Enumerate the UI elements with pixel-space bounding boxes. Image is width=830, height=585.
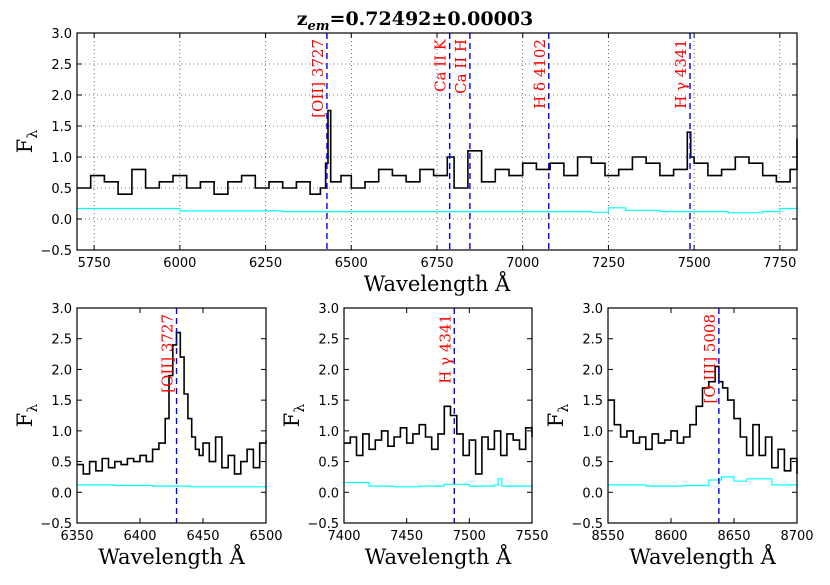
x-tick-label: 7450 (390, 529, 423, 544)
y-tick-label: 3.0 (582, 302, 603, 317)
y-tick-label: 2.5 (318, 333, 339, 348)
panel-bottom-right: [O III] 5008 8550 8600 8650 8700 −0.5 0.0 0.5 1.… (544, 302, 814, 569)
y-tick-label: 1.0 (318, 425, 339, 440)
y-tick-label: −0.5 (307, 517, 339, 532)
x-tick-label: 7550 (515, 529, 548, 544)
y-tick-label: 2.5 (51, 333, 72, 348)
y-tick-label: 3.0 (51, 27, 72, 42)
y-tick-label: −0.5 (40, 244, 72, 259)
y-tick-label: 0.0 (582, 486, 603, 501)
x-tick-label: 6400 (123, 529, 156, 544)
y-tick-label: 0.5 (51, 456, 72, 471)
figure-title: zem=0.72492±0.00003 (297, 8, 534, 34)
line-label: Ca II H (452, 39, 470, 94)
y-tick-label: 2.0 (51, 89, 72, 104)
x-tick-label: 7250 (592, 256, 625, 271)
plot-frame (607, 307, 798, 524)
y-tick-label: 0.5 (318, 456, 339, 471)
x-tick-label: 7000 (506, 256, 539, 271)
x-axis-label: Wavelength Å (629, 544, 776, 569)
line-label: [OII] 3727 (309, 39, 327, 118)
x-tick-label: 6500 (249, 529, 282, 544)
y-tick-label: 3.0 (318, 302, 339, 317)
y-tick-label: 3.0 (51, 302, 72, 317)
y-tick-label: 0.5 (51, 182, 72, 197)
y-tick-label: 1.0 (582, 425, 603, 440)
line-label: H γ 4341 (672, 39, 690, 109)
y-tick-label: 2.0 (582, 363, 603, 378)
series-error (77, 207, 798, 214)
series-flux (608, 365, 798, 474)
x-tick-label: 7750 (763, 256, 796, 271)
line-label: H γ 4341 (436, 314, 454, 384)
x-tick-label: 8600 (654, 529, 687, 544)
y-axis-label: Fλ (13, 404, 41, 428)
y-tick-label: 0.0 (51, 486, 72, 501)
y-tick-label: 1.5 (51, 120, 72, 135)
series-error (344, 478, 533, 488)
y-tick-label: 1.5 (318, 394, 339, 409)
x-tick-label: 7500 (678, 256, 711, 271)
panel-bottom-middle: H γ 4341 7400 7450 7500 7550 −0.5 0.0 0.5 1.0 1.5… (280, 302, 549, 569)
y-tick-label: 0.5 (582, 456, 603, 471)
x-tick-label: 5750 (78, 256, 111, 271)
y-tick-label: −0.5 (571, 517, 603, 532)
x-axis-label: Wavelength Å (364, 271, 511, 296)
plot-frame (343, 307, 533, 524)
y-tick-label: 2.5 (582, 333, 603, 348)
y-tick-label: 0.0 (51, 213, 72, 228)
y-tick-label: 1.0 (51, 425, 72, 440)
y-tick-label: 1.5 (582, 394, 603, 409)
x-tick-label: 6500 (335, 256, 368, 271)
x-axis-label: Wavelength Å (98, 544, 245, 569)
x-tick-label: 6250 (249, 256, 282, 271)
y-tick-label: 1.0 (51, 151, 72, 166)
y-tick-label: 2.5 (51, 58, 72, 73)
line-label: [O III] 5008 (701, 314, 719, 404)
series-flux (77, 109, 798, 195)
series-error (77, 484, 267, 488)
x-tick-label: 7500 (453, 529, 486, 544)
line-label: [OII] 3727 (159, 314, 177, 393)
y-axis-label: Fλ (13, 130, 41, 154)
y-tick-label: 2.0 (51, 363, 72, 378)
plot-frame (76, 307, 267, 524)
x-tick-label: 6000 (163, 256, 196, 271)
x-tick-label: 6350 (60, 529, 93, 544)
x-tick-label: 6750 (420, 256, 453, 271)
y-axis-label: Fλ (280, 404, 308, 428)
series-flux (344, 405, 533, 475)
x-tick-label: 8700 (780, 529, 813, 544)
y-axis-label: Fλ (544, 404, 572, 428)
line-label: H δ 4102 (531, 39, 549, 109)
x-tick-label: 8550 (591, 529, 624, 544)
y-tick-label: 1.5 (51, 394, 72, 409)
panel-bottom-left: [OII] 3727 6350 6400 6450 6500 −0.5 0.0 0.5 1.0 1… (13, 302, 283, 569)
x-tick-label: 8650 (717, 529, 750, 544)
y-tick-label: 2.0 (318, 363, 339, 378)
series-error (608, 476, 798, 490)
line-label: Ca II K (432, 38, 450, 92)
x-axis-label: Wavelength Å (365, 544, 512, 569)
panel-top: [OII] 3727 Ca II K Ca II H H δ 4102 H γ 4341… (13, 27, 798, 296)
x-tick-label: 6450 (186, 529, 219, 544)
y-tick-label: 0.0 (318, 486, 339, 501)
y-tick-label: −0.5 (40, 517, 72, 532)
x-tick-label: 7400 (327, 529, 360, 544)
